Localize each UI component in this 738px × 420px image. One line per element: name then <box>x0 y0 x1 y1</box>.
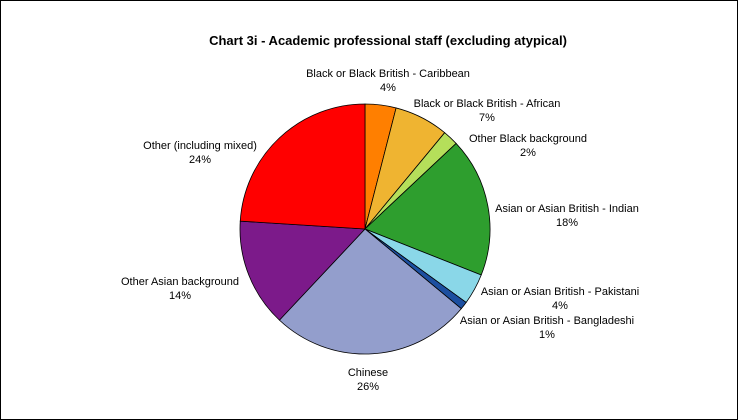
slice-label-7: Other Asian background <box>121 276 239 288</box>
chart-title: Chart 3i - Academic professional staff (… <box>209 33 567 48</box>
pie-slice-8 <box>239 103 366 230</box>
slice-percent-7: 14% <box>169 290 191 302</box>
slice-label-0: Black or Black British - Caribbean <box>306 68 470 80</box>
pie-slice-7 <box>239 220 366 321</box>
slice-label-6: Chinese <box>348 367 388 379</box>
slice-label-2: Other Black background <box>469 133 587 145</box>
slice-percent-0: 4% <box>380 82 396 94</box>
pie-slices <box>239 103 491 355</box>
slice-label-4: Asian or Asian British - Pakistani <box>481 286 639 298</box>
slice-percent-5: 1% <box>539 329 555 341</box>
slice-percent-4: 4% <box>552 300 568 312</box>
slice-percent-3: 18% <box>556 217 578 229</box>
pie-slice-6 <box>278 228 462 355</box>
slice-labels: Black or Black British - Caribbean 4% Blac… <box>121 68 639 393</box>
slice-percent-2: 2% <box>520 147 536 159</box>
slice-label-8: Other (including mixed) <box>143 140 257 152</box>
slice-label-3: Asian or Asian British - Indian <box>495 203 639 215</box>
pie-slice-3 <box>364 142 491 276</box>
slice-percent-6: 26% <box>357 381 379 393</box>
slice-percent-8: 24% <box>189 154 211 166</box>
slice-label-1: Black or Black British - African <box>414 98 561 110</box>
slice-percent-1: 7% <box>479 112 495 124</box>
slice-label-5: Asian or Asian British - Bangladeshi <box>460 315 634 327</box>
